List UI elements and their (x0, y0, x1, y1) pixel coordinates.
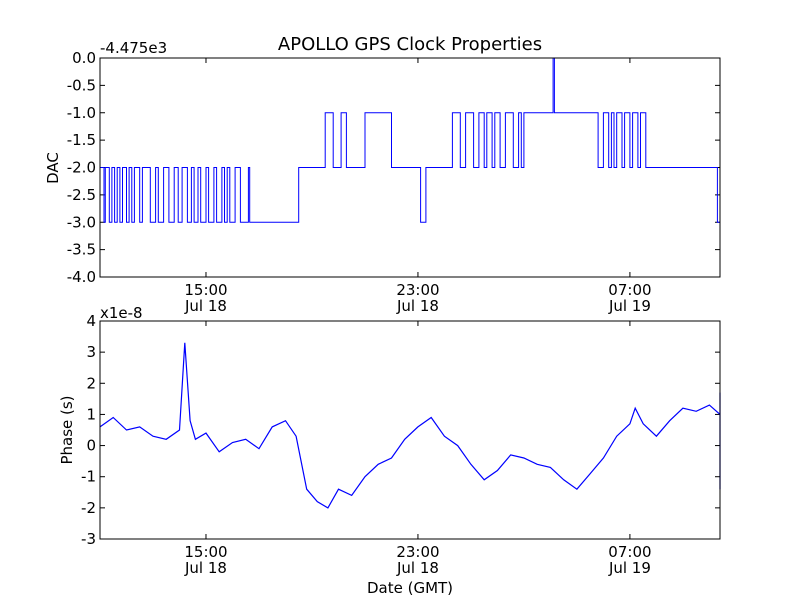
y-tick-label: 3 (86, 343, 96, 361)
y-tick-label: -2.5 (67, 186, 96, 204)
x-tick-date-label: Jul 18 (396, 559, 439, 577)
y-tick-label: 0.0 (72, 49, 96, 67)
y-tick-label: -0.5 (67, 76, 96, 94)
dac-series (100, 57, 721, 277)
y-tick-label: -4.0 (67, 268, 96, 286)
series-line (99, 342, 721, 509)
phase-chart: x1e-8 Phase (s) Date (GMT) 4 3 2 1 0 -1 -2 -3 1… (58, 304, 721, 597)
x-tick-time-label: 07:00 (608, 543, 651, 561)
y-tick-label: -2 (81, 499, 96, 517)
dac-offset-label: -4.475e3 (100, 39, 167, 57)
x-tick-time-label: 15:00 (184, 543, 227, 561)
chart-title: APOLLO GPS Clock Properties (278, 34, 542, 55)
y-tick-label: 1 (86, 405, 96, 423)
x-tick-date-label: Jul 18 (184, 297, 227, 315)
y-tick-label: -1 (81, 468, 96, 486)
y-tick-label: 0 (86, 437, 96, 455)
x-tick-time-label: 15:00 (184, 281, 227, 299)
y-tick-label: -1.5 (67, 131, 96, 149)
phase-plot-frame (99, 320, 721, 540)
y-tick-label: -3 (81, 530, 96, 548)
phase-xlabel: Date (GMT) (367, 579, 453, 597)
phase-series (99, 342, 721, 509)
series-line (100, 57, 721, 277)
x-tick-date-label: Jul 19 (608, 297, 651, 315)
dac-chart: APOLLO GPS Clock Properties -4.475e3 DAC… (44, 34, 721, 315)
dac-ylabel: DAC (44, 152, 62, 184)
y-tick-label: -1.0 (67, 104, 96, 122)
x-tick-date-label: Jul 18 (184, 559, 227, 577)
x-tick-time-label: 23:00 (396, 543, 439, 561)
x-tick-date-label: Jul 19 (608, 559, 651, 577)
dac-plot-frame (99, 57, 721, 278)
phase-offset-label: x1e-8 (100, 304, 143, 322)
x-tick-time-label: 07:00 (608, 281, 651, 299)
y-tick-label: 2 (86, 374, 96, 392)
x-tick-time-label: 23:00 (396, 281, 439, 299)
y-tick-label: 4 (86, 312, 96, 330)
y-tick-label: -2.0 (67, 159, 96, 177)
y-tick-label: -3.0 (67, 213, 96, 231)
phase-y-ticks: 4 3 2 1 0 -1 -2 -3 (81, 312, 720, 548)
y-tick-label: -3.5 (67, 241, 96, 259)
x-tick-date-label: Jul 18 (396, 297, 439, 315)
phase-ylabel: Phase (s) (58, 395, 76, 464)
